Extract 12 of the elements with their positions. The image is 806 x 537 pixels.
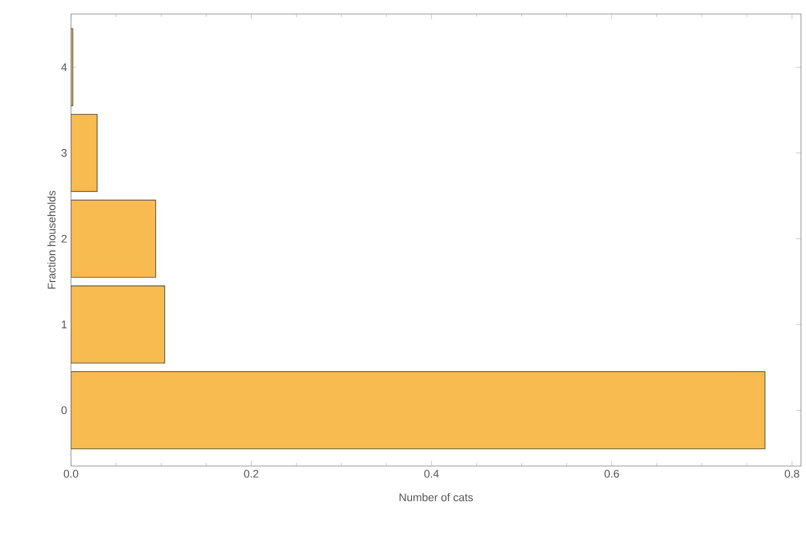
y-tick-label: 3 bbox=[61, 149, 67, 157]
x-tick-label: 0.0 bbox=[64, 470, 78, 478]
x-tick-label: 0.2 bbox=[244, 470, 258, 478]
x-tick-label: 0.8 bbox=[784, 470, 800, 478]
y-axis-title: Fraction households bbox=[47, 190, 56, 289]
y-tick-label: 4 bbox=[61, 63, 67, 71]
y-tick-label: 2 bbox=[62, 234, 67, 243]
y-tick-label: 1 bbox=[62, 320, 67, 328]
x-tick-label: 0.4 bbox=[424, 470, 439, 478]
x-axis-title: Number of cats bbox=[400, 493, 473, 502]
y-tick-label: 0 bbox=[61, 406, 67, 414]
x-tick-label: 0.6 bbox=[604, 470, 619, 478]
